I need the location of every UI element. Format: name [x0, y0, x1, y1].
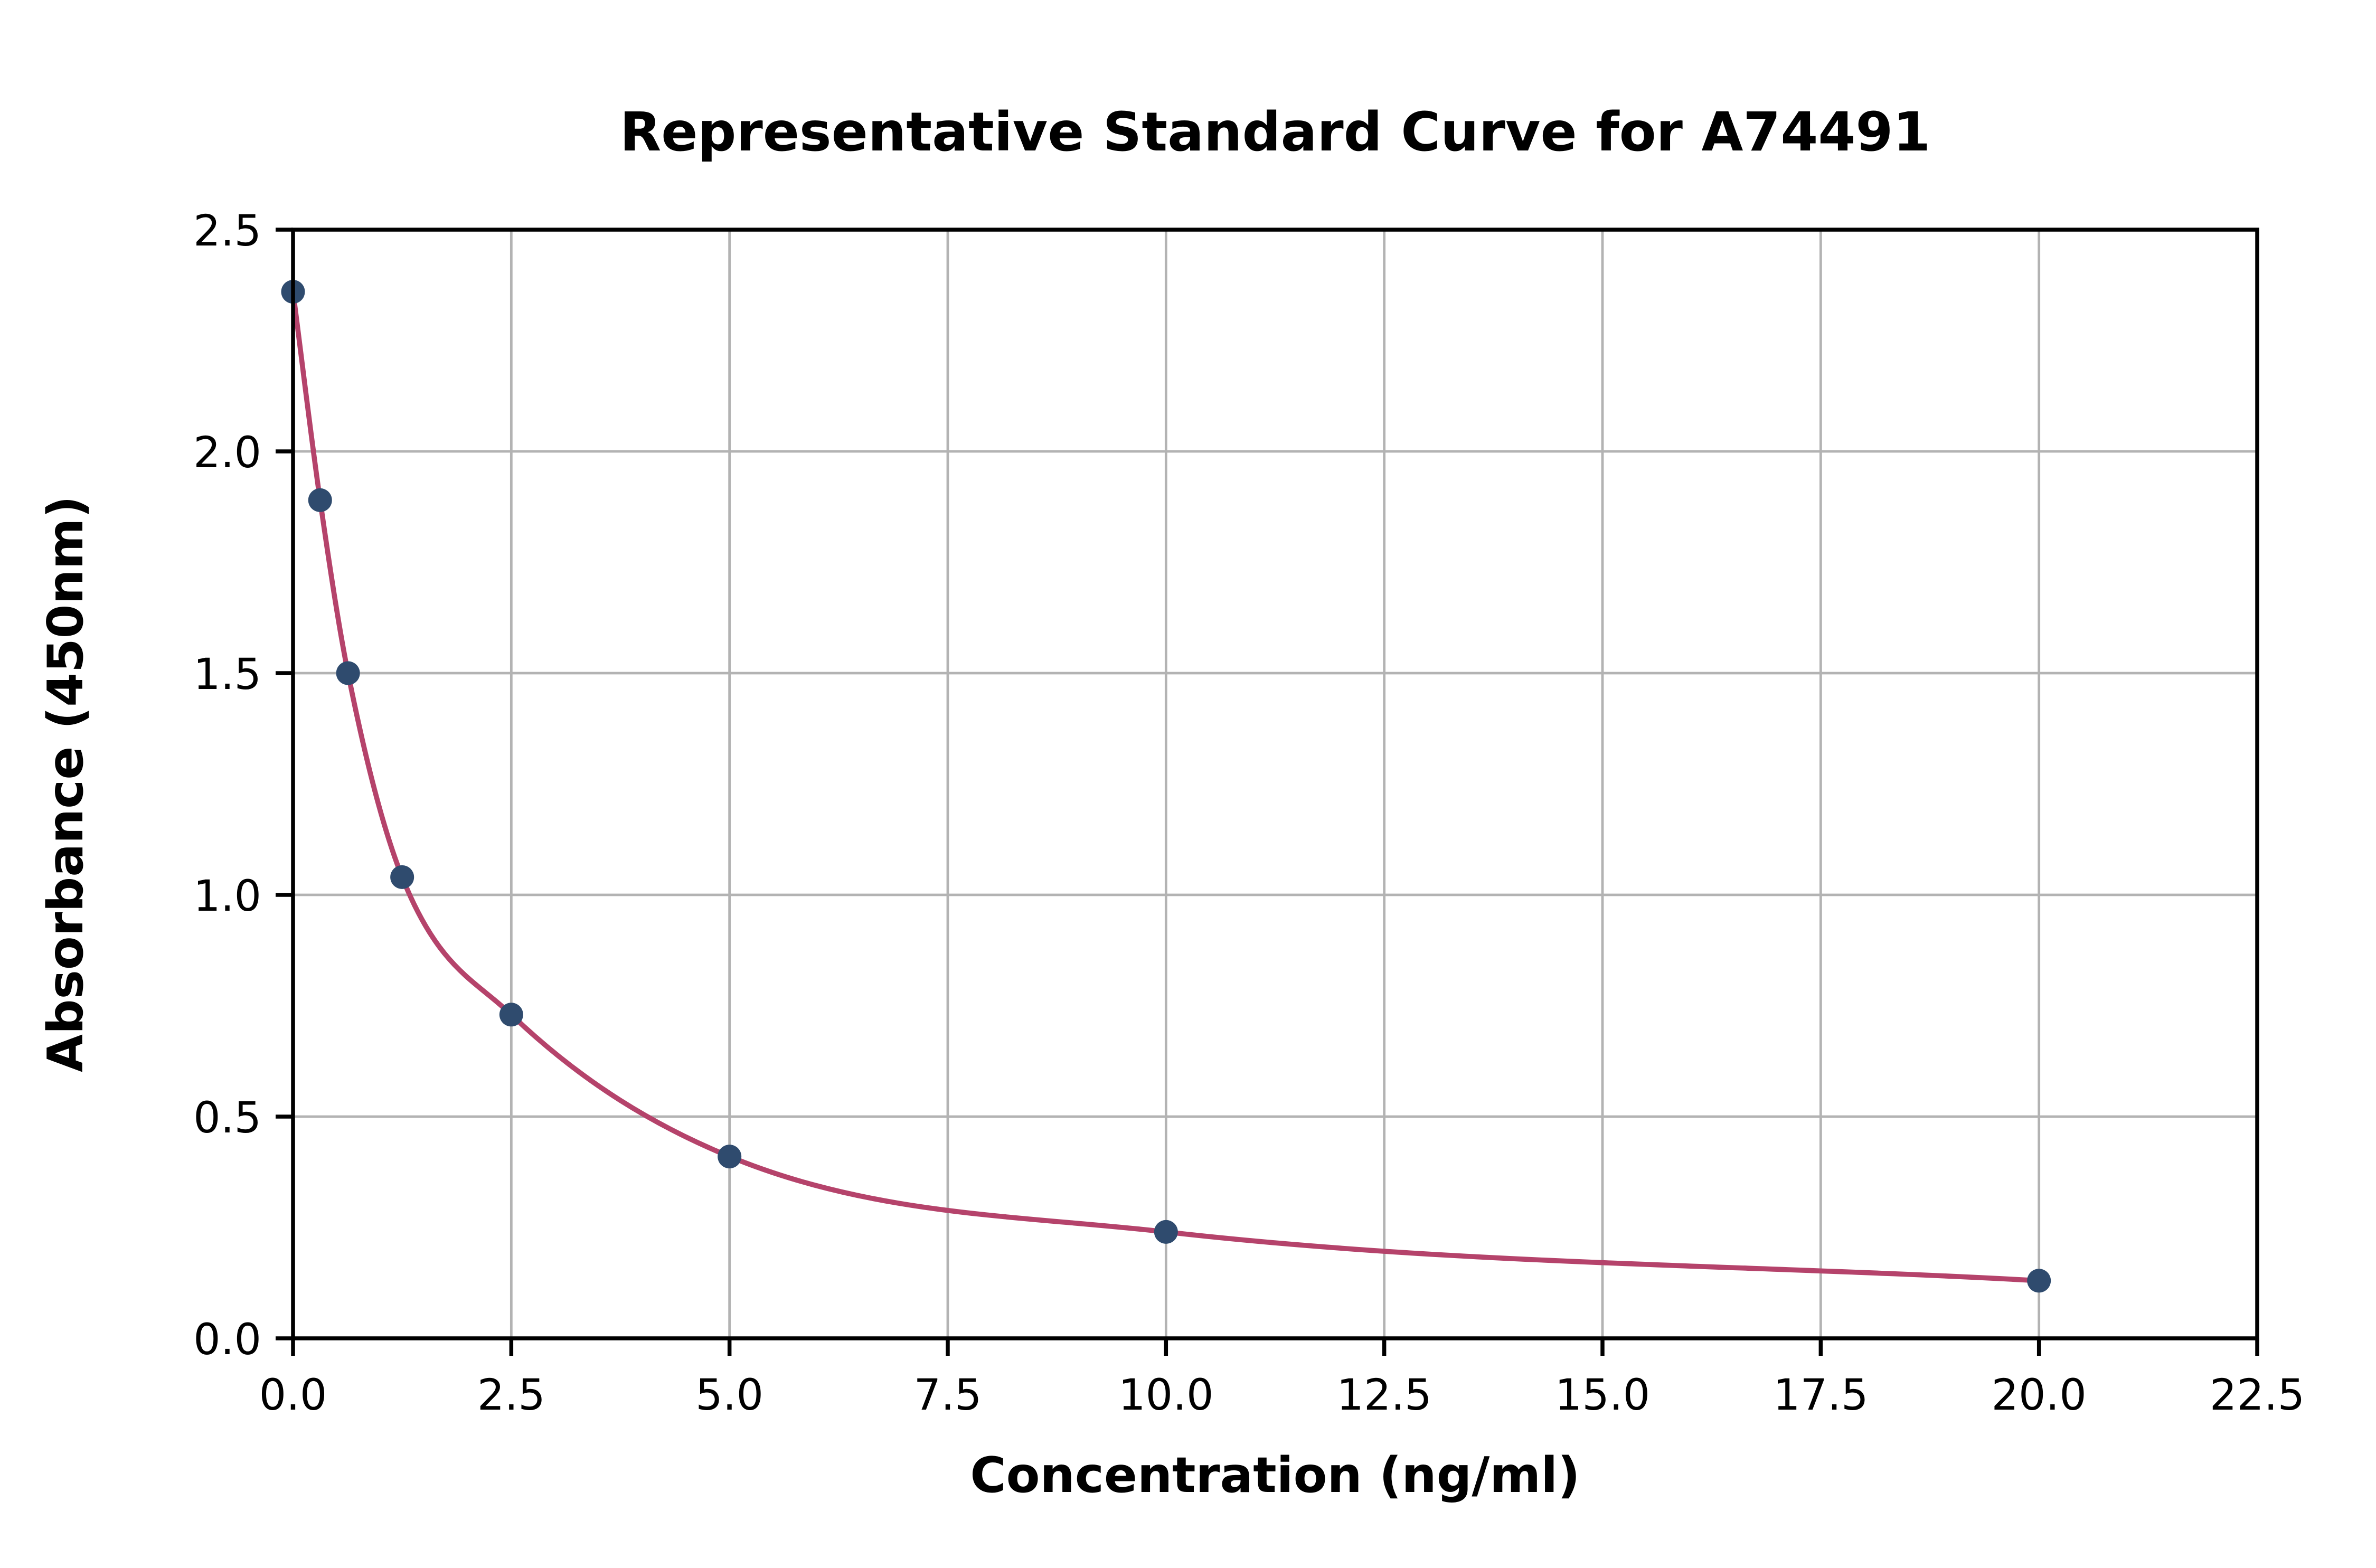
y-tick-label: 0.0: [193, 1315, 261, 1365]
data-point: [2027, 1269, 2051, 1293]
data-point: [499, 1003, 523, 1027]
data-point: [336, 661, 360, 685]
data-point: [718, 1145, 742, 1169]
data-layer: [281, 280, 2051, 1293]
y-tick-label: 1.5: [193, 650, 261, 700]
spine-layer: [291, 228, 2259, 1340]
chart-title: Representative Standard Curve for A74491: [620, 101, 1931, 164]
x-tick-label: 12.5: [1336, 1371, 1431, 1420]
x-tick-label: 17.5: [1773, 1371, 1868, 1420]
x-tick-label: 0.0: [259, 1371, 327, 1420]
y-tick-label: 0.5: [193, 1093, 261, 1143]
data-point: [308, 488, 332, 512]
y-tick-label: 1.0: [193, 872, 261, 921]
x-tick-label: 5.0: [695, 1371, 763, 1420]
axis-layer: 0.0 2.5 5.0 7.5 10.0 12.5 15.0 17.5 20.0 22.5 0.0 0…: [193, 206, 2305, 1420]
plot-border: [291, 228, 2259, 1340]
x-tick-label: 7.5: [914, 1371, 982, 1420]
x-tick-label: 22.5: [2210, 1371, 2305, 1420]
x-tick-label: 2.5: [477, 1371, 545, 1420]
grid-layer: [291, 228, 2259, 1340]
y-tick-label: 2.0: [193, 428, 261, 478]
y-tick-label: 2.5: [193, 206, 261, 256]
y-axis-label: Absorbance (450nm): [37, 496, 94, 1072]
x-tick-label: 20.0: [1991, 1371, 2086, 1420]
data-point: [1154, 1220, 1178, 1244]
x-tick-label: 15.0: [1555, 1371, 1650, 1420]
x-tick-label: 10.0: [1118, 1371, 1213, 1420]
x-axis-label: Concentration (ng/ml): [970, 1447, 1580, 1504]
fit-curve: [290, 289, 2042, 1283]
data-point: [390, 865, 414, 889]
